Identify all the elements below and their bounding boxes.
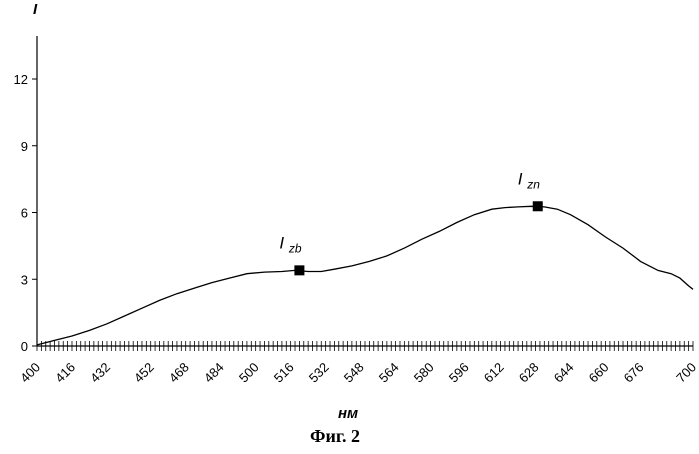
x-tick-label: 628 bbox=[516, 360, 542, 386]
markers: I zb I zn bbox=[279, 169, 542, 275]
y-tick-label: 12 bbox=[14, 72, 28, 87]
x-tick-label: 416 bbox=[52, 360, 78, 386]
x-tick-label: 548 bbox=[341, 360, 367, 386]
x-axis-title: нм bbox=[338, 405, 358, 422]
figure-caption: Фиг. 2 bbox=[310, 426, 360, 446]
series-line bbox=[37, 206, 693, 345]
x-axis: 400 416 432 452 468 484 500 516 532 548 564 580 596 6… bbox=[17, 341, 699, 385]
y-axis-title: I bbox=[33, 1, 38, 18]
marker-label-zn: I zn bbox=[518, 169, 540, 191]
x-tick-label: 596 bbox=[446, 360, 472, 386]
marker-zn bbox=[533, 201, 543, 211]
x-tick-label: 432 bbox=[87, 360, 113, 386]
x-tick-label: 564 bbox=[376, 360, 402, 386]
y-tick-label: 0 bbox=[21, 339, 28, 354]
x-tick-label: 484 bbox=[201, 360, 227, 386]
x-tick-label: 676 bbox=[621, 360, 647, 386]
x-tick-label: 452 bbox=[131, 360, 157, 386]
x-tick-label: 400 bbox=[17, 360, 43, 386]
x-tick-label: 700 bbox=[673, 360, 699, 386]
y-axis: 0 3 6 9 12 bbox=[14, 36, 37, 354]
marker-zb bbox=[294, 265, 304, 275]
y-tick-label: 6 bbox=[21, 206, 28, 221]
x-tick-label: 532 bbox=[306, 360, 332, 386]
marker-label-zb: I zb bbox=[279, 233, 301, 255]
x-tick-label: 516 bbox=[271, 360, 297, 386]
x-tick-label: 580 bbox=[411, 360, 437, 386]
x-tick-label: 644 bbox=[551, 360, 577, 386]
y-tick-label: 3 bbox=[21, 272, 28, 287]
x-tick-label: 500 bbox=[236, 360, 262, 386]
x-tick-label: 660 bbox=[586, 360, 612, 386]
x-tick-label: 612 bbox=[481, 360, 507, 386]
x-tick-label: 468 bbox=[166, 360, 192, 386]
y-tick-label: 9 bbox=[21, 139, 28, 154]
